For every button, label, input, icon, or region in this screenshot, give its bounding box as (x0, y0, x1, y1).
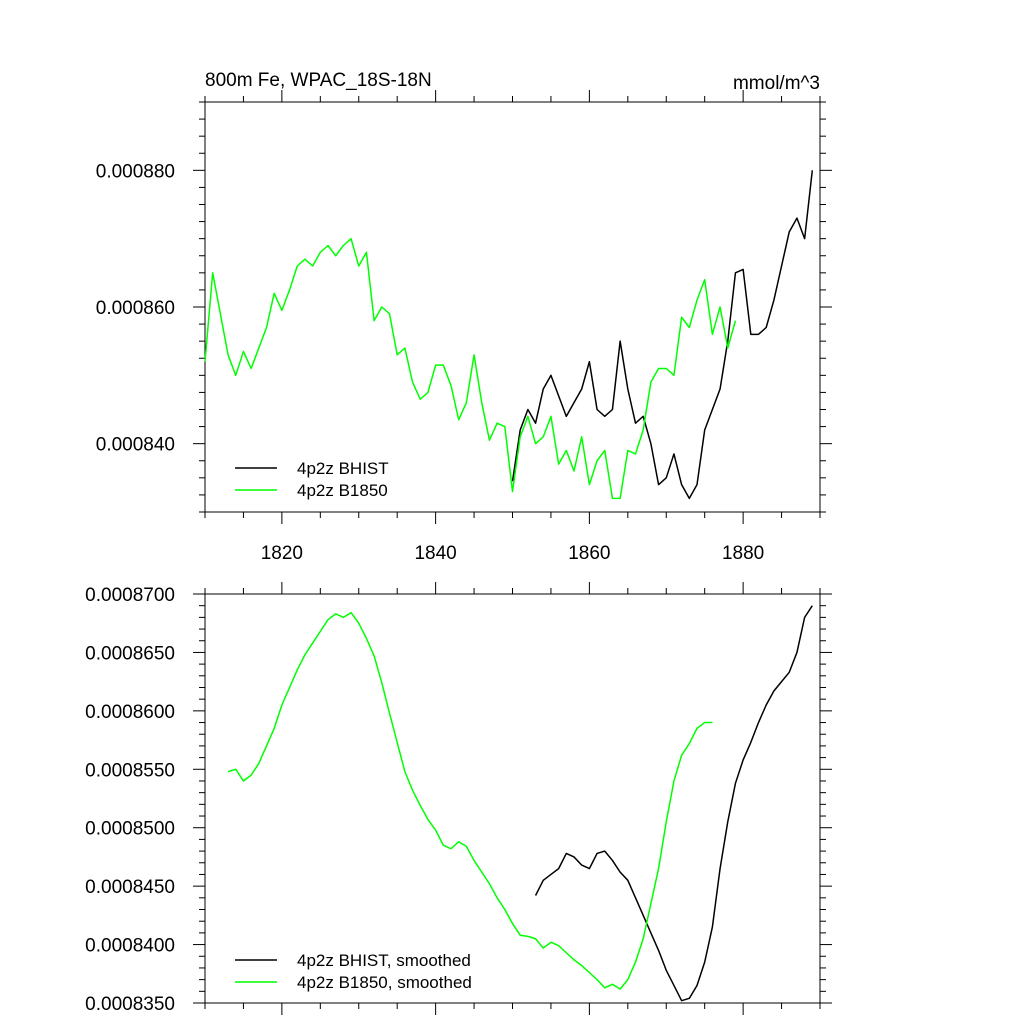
top-x-tick-label: 1860 (568, 543, 610, 564)
bottom-y-tick-label: 0.0008450 (85, 877, 175, 898)
bottom-y-tick-label: 0.0008700 (85, 585, 175, 606)
bottom-legend: 4p2z BHIST, smoothed 4p2z B1850, smoothed (235, 951, 472, 992)
bottom-legend-label-bhist: 4p2z BHIST, smoothed (297, 951, 471, 970)
bottom-y-tick-label: 0.0008550 (85, 760, 175, 781)
bottom-series-line-bhist (534, 605, 813, 1002)
top-series (204, 170, 814, 500)
top-series-line-bhist (511, 170, 814, 500)
bottom-y-tick-label: 0.0008350 (85, 994, 175, 1015)
bottom-y-tick-label: 0.0008650 (85, 643, 175, 664)
top-ticks: 1820 1840 1860 1880 0.000840 0.000860 0.000880 (96, 90, 832, 564)
bottom-y-tick-label: 0.0008400 (85, 936, 175, 957)
bottom-y-tick-label: 0.0008600 (85, 702, 175, 723)
top-plot-frame (204, 101, 821, 513)
top-panel-units: mmol/m^3 (733, 73, 820, 94)
top-x-tick-label: 1840 (414, 543, 456, 564)
top-legend-label-bhist: 4p2z BHIST (297, 459, 389, 478)
top-panel-title: 800m Fe, WPAC_18S-18N (205, 70, 432, 91)
top-panel: 800m Fe, WPAC_18S-18N mmol/m^3 1820 1840 1… (96, 70, 832, 564)
bottom-series (227, 605, 813, 1002)
top-y-tick-label: 0.000860 (96, 298, 175, 319)
top-x-tick-label: 1820 (261, 543, 303, 564)
bottom-plot-frame (204, 593, 821, 1004)
top-legend: 4p2z BHIST 4p2z B1850 (235, 459, 389, 500)
top-legend-label-b1850: 4p2z B1850 (297, 481, 388, 500)
top-y-tick-label: 0.000840 (96, 435, 175, 456)
bottom-y-tick-label: 0.0008500 (85, 819, 175, 840)
bottom-panel: 0.0008350 0.0008400 0.0008450 0.0008500 0.00… (85, 582, 832, 1015)
bottom-legend-label-b1850: 4p2z B1850, smoothed (297, 973, 472, 992)
top-y-tick-label: 0.000880 (96, 161, 175, 182)
bottom-series-line-b1850 (227, 611, 713, 990)
bottom-ticks: 0.0008350 0.0008400 0.0008450 0.0008500 0.00… (85, 582, 832, 1015)
top-x-tick-label: 1880 (722, 543, 764, 564)
top-series-line-b1850 (204, 237, 737, 500)
